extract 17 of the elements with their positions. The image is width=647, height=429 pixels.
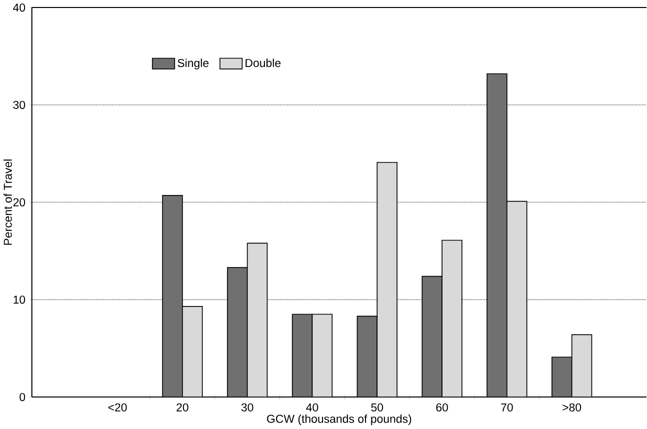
x-tick-label: 20: [176, 404, 188, 412]
y-tick-label: 40: [13, 4, 26, 12]
y-tick-label: 0: [20, 393, 26, 402]
x-axis-title: GCW (thousands of pounds): [267, 414, 412, 426]
x-tick-label: 70: [501, 404, 513, 412]
y-tick-label: 10: [14, 296, 26, 304]
x-tick-label: <20: [108, 404, 127, 412]
legend-label: Double: [246, 58, 281, 68]
y-axis-title: Percent of Travel: [3, 160, 12, 245]
x-tick-label: 50: [371, 404, 384, 412]
x-tick-label: 40: [306, 404, 318, 412]
x-tick-label: 30: [241, 404, 254, 412]
legend-label: Single: [178, 58, 209, 70]
y-tick-label: 30: [13, 101, 26, 110]
x-tick-label: >80: [562, 404, 582, 412]
y-tick-label: 20: [13, 198, 26, 207]
x-tick-label: 60: [436, 404, 448, 412]
